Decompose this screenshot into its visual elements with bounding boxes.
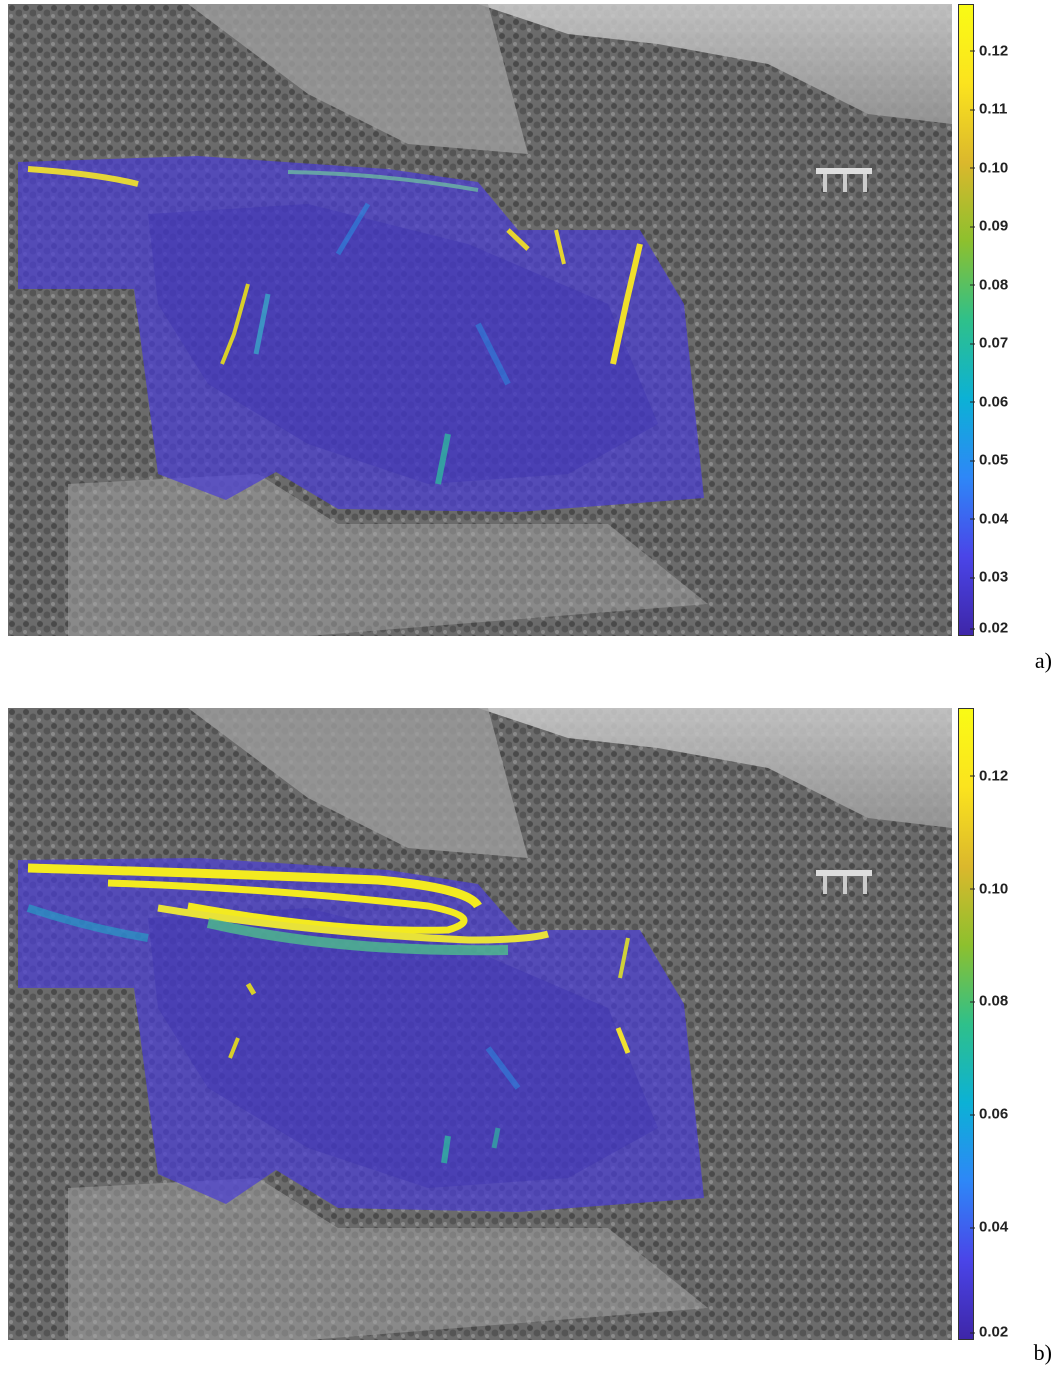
colorbar-tick-label: 0.08 <box>974 993 1008 1010</box>
overlay-photo-a <box>8 4 952 636</box>
colorbar-a <box>958 4 974 636</box>
colorbar-tick-label: 0.02 <box>974 1324 1008 1341</box>
panel-label-b: b) <box>1033 1340 1052 1365</box>
colorbar-tick-label: 0.06 <box>974 393 1008 410</box>
panel-label-a: a) <box>1034 648 1052 673</box>
colorbar-tick-label: 0.06 <box>974 1106 1008 1123</box>
colorbar-tick-label: 0.04 <box>974 1219 1008 1236</box>
colorbar-tick-label: 0.03 <box>974 569 1008 586</box>
colorbar-tick-label: 0.12 <box>974 42 1008 59</box>
panel-b: 0.12 0.10 0.08 0.06 0.04 0.02 b) <box>0 708 1058 1373</box>
panel-a: 0.12 0.11 0.10 0.09 0.08 0.07 0.06 0.05 0.04 0.03… <box>0 4 1058 680</box>
colorbar-tick-label: 0.10 <box>974 880 1008 897</box>
colorbar-ticks-b: 0.12 0.10 0.08 0.06 0.04 0.02 <box>974 708 1034 1340</box>
colorbar-tick-label: 0.11 <box>974 101 1007 118</box>
overlay-photo-b <box>8 708 952 1340</box>
colorbar-b <box>958 708 974 1340</box>
colorbar-tick-label: 0.07 <box>974 335 1008 352</box>
colorbar-tick-label: 0.12 <box>974 767 1008 784</box>
colorbar-tick-label: 0.04 <box>974 510 1008 527</box>
colorbar-tick-label: 0.02 <box>974 620 1008 637</box>
colorbar-tick-label: 0.05 <box>974 452 1008 469</box>
colorbar-ticks-a: 0.12 0.11 0.10 0.09 0.08 0.07 0.06 0.05 0.04 0.03… <box>974 4 1034 636</box>
colorbar-tick-label: 0.09 <box>974 218 1008 235</box>
colorbar-tick-label: 0.10 <box>974 159 1008 176</box>
colorbar-tick-label: 0.08 <box>974 276 1008 293</box>
